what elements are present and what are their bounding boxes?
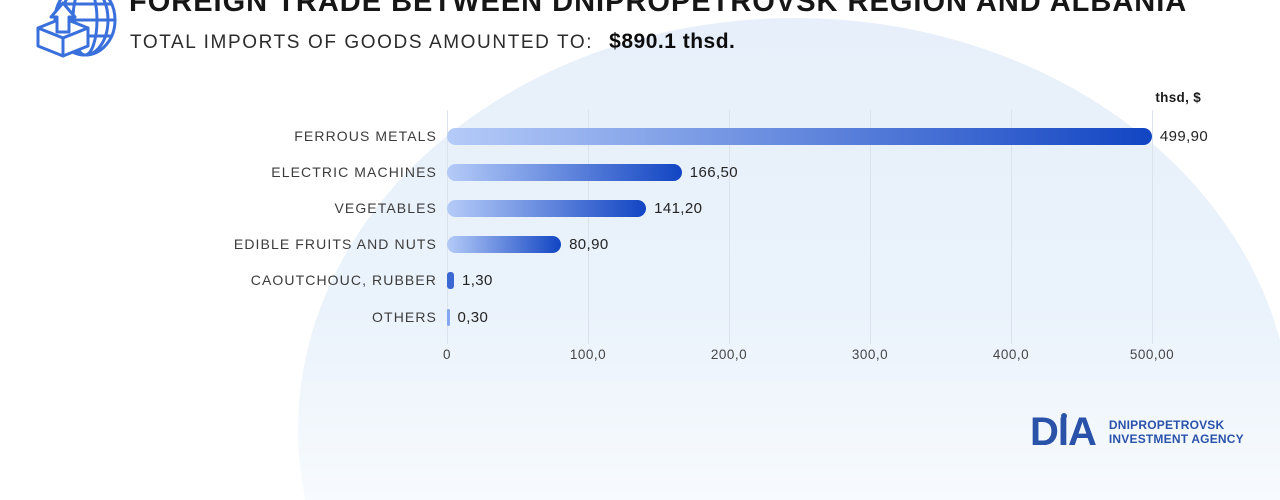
bar xyxy=(447,128,1152,145)
category-label: OTHERS xyxy=(372,309,437,325)
dia-logo-mark: DIA xyxy=(1030,412,1097,452)
gridline xyxy=(447,110,448,344)
dia-logo-caption: DNIPROPETROVSK INVESTMENT AGENCY xyxy=(1109,418,1244,446)
category-label: EDIBLE FRUITS AND NUTS xyxy=(233,236,437,252)
bar xyxy=(447,200,647,217)
gridline xyxy=(588,110,589,344)
value-label: 166,50 xyxy=(689,164,739,181)
page-title: FOREIGN TRADE BETWEEN DNIPROPETROVSK REG… xyxy=(129,0,1188,18)
gridline xyxy=(1011,110,1012,344)
x-tick-label: 0 xyxy=(442,347,452,362)
value-label: 1,30 xyxy=(462,272,493,289)
x-tick-label: 300,0 xyxy=(851,347,889,362)
category-label: FERROUS METALS xyxy=(294,128,437,144)
gridline xyxy=(1152,110,1153,344)
category-label: VEGETABLES xyxy=(334,200,437,216)
category-label: ELECTRIC MACHINES xyxy=(271,164,437,180)
dia-logo: DIA DNIPROPETROVSK INVESTMENT AGENCY xyxy=(1030,412,1244,452)
category-label: CAOUTCHOUC, RUBBER xyxy=(250,272,437,288)
x-tick-label: 100,0 xyxy=(569,347,607,362)
axis-unit-label: thsd, $ xyxy=(1155,90,1201,105)
logo-i-dot xyxy=(1061,413,1067,419)
bar xyxy=(447,272,454,289)
logo-line1: DNIPROPETROVSK xyxy=(1108,418,1225,432)
gridline xyxy=(870,110,871,344)
value-label: 141,20 xyxy=(654,200,703,217)
value-label: 0,30 xyxy=(457,309,489,326)
bar xyxy=(447,236,562,253)
export-box-globe-icon xyxy=(36,0,117,58)
bar xyxy=(447,164,682,181)
subtitle-value: $890.1 thsd. xyxy=(609,30,736,53)
gridline xyxy=(729,110,730,344)
x-tick-label: 500,00 xyxy=(1129,347,1175,362)
subtitle-label: TOTAL IMPORTS OF GOODS AMOUNTED TO: xyxy=(130,32,594,53)
logo-line2: INVESTMENT AGENCY xyxy=(1108,432,1244,446)
value-label: 80,90 xyxy=(569,236,609,253)
x-tick-label: 400,0 xyxy=(992,347,1030,362)
x-tick-label: 200,0 xyxy=(710,347,748,362)
bar xyxy=(447,309,450,326)
subtitle: TOTAL IMPORTS OF GOODS AMOUNTED TO: $890… xyxy=(130,30,735,54)
value-label: 499,90 xyxy=(1159,128,1209,145)
